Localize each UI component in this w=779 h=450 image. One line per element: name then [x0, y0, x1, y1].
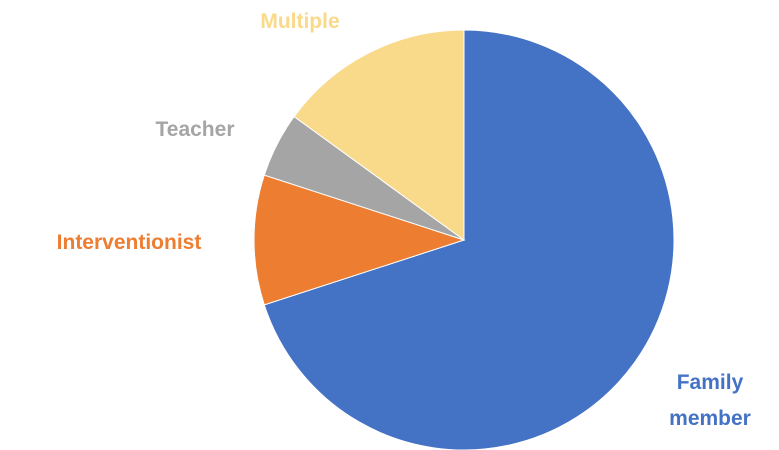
pie-slice: [263, 29, 675, 450]
pie-slice: [253, 174, 466, 306]
slice-label: Family member: [669, 371, 751, 430]
slice-label: Interventionist: [56, 231, 202, 254]
slice-label: Teacher: [155, 118, 235, 141]
pie-slice: [293, 29, 465, 241]
slice-label: Multiple: [260, 10, 340, 33]
